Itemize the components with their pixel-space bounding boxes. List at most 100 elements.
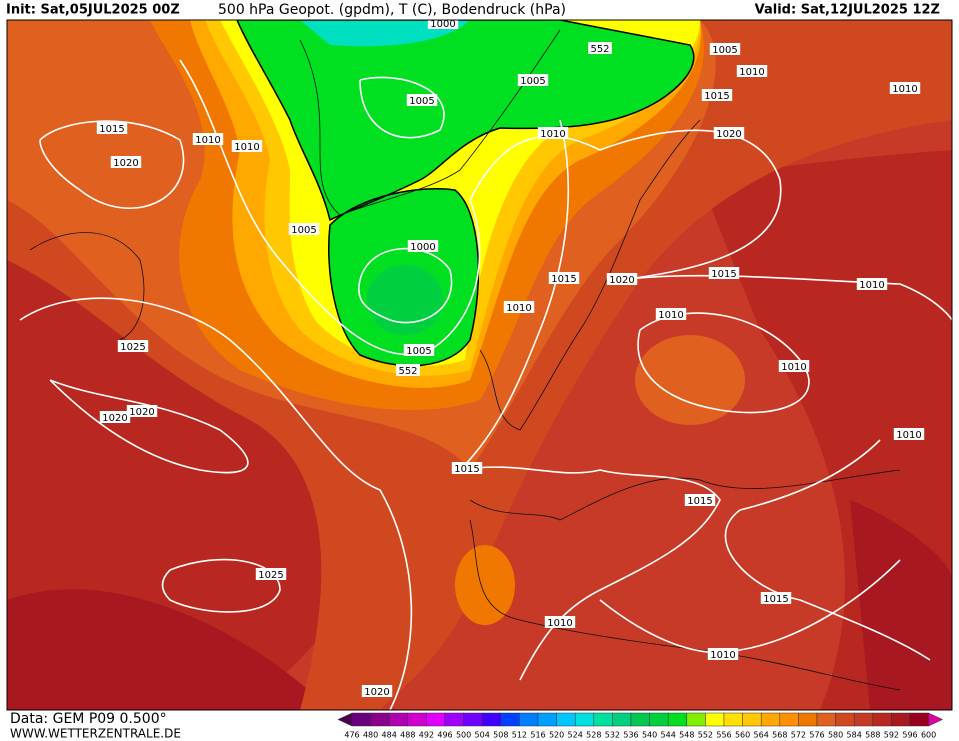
isobar	[49, 379, 249, 474]
temp-zone	[300, 20, 470, 47]
isobar-label: 1010	[537, 127, 569, 140]
legend-label: 600	[921, 731, 936, 740]
isobar-label: 1000	[427, 19, 459, 30]
isobar-label: 1005	[288, 223, 320, 236]
isobar-label: 1010	[192, 133, 224, 146]
isobar-label-text: 1025	[258, 570, 283, 581]
isobar-label-text: 1000	[430, 19, 455, 30]
temp-zone	[7, 589, 330, 710]
isobar-label: 1000	[407, 240, 439, 253]
legend-label: 484	[382, 731, 397, 740]
isobar	[619, 274, 952, 321]
isobar-label-text: 552	[398, 366, 417, 377]
legend-swatch	[481, 712, 502, 727]
temp-zone	[635, 335, 745, 425]
isobar-label: 1010	[655, 308, 687, 321]
legend-label: 504	[475, 731, 490, 740]
legend-swatch	[351, 712, 371, 727]
isobar-label: 1005	[517, 74, 549, 87]
isobar-label-box	[503, 301, 535, 313]
isobar-label: 1005	[406, 94, 438, 107]
isobar-label-text: 1015	[763, 594, 788, 605]
legend-swatch	[779, 712, 799, 727]
legend-swatch	[816, 712, 836, 727]
legend-label: 528	[586, 731, 601, 740]
isobar-label: 1010	[893, 428, 925, 441]
legend-label: 572	[791, 731, 806, 740]
isobar-label-box	[403, 344, 435, 356]
isobar-label: 1020	[606, 273, 638, 286]
temp-zone	[455, 545, 515, 625]
isobar	[39, 120, 185, 209]
isobar-label-text: 1020	[102, 413, 127, 424]
isobar-label-text: 1015	[99, 124, 124, 135]
isobar-label: 1025	[117, 340, 149, 353]
isobar	[599, 559, 901, 654]
isobar-label: 1005	[403, 344, 435, 357]
legend-label: 548	[679, 731, 694, 740]
legend-swatch	[593, 712, 613, 727]
isobar-label-box	[451, 462, 483, 474]
isobar-label: 1015	[708, 267, 740, 280]
legend-label: 596	[902, 731, 917, 740]
legend-label: 532	[605, 731, 620, 740]
isobar	[359, 76, 445, 139]
isobar-label: 1020	[99, 411, 131, 424]
isobar-label-box	[856, 278, 888, 290]
isobar-label-text: 1015	[687, 496, 712, 507]
legend-label: 568	[772, 731, 787, 740]
isobar-label: 1025	[255, 568, 287, 581]
legend-swatch	[612, 712, 632, 727]
color-legend: 476 480 484 488 492 496 500 504 508 512 516 520 524 5…	[337, 712, 944, 740]
isobar-label: 1010	[856, 278, 888, 291]
temp-zone	[237, 20, 694, 220]
isobar-label: 552	[588, 42, 612, 55]
isobar-label-text: 1005	[712, 45, 737, 56]
isobar-label: 1015	[548, 272, 580, 285]
isobar-label-text: 552	[590, 44, 609, 55]
legend-label: 584	[847, 731, 862, 740]
isobar-label-box	[655, 308, 687, 320]
isobar-label: 1015	[96, 122, 128, 135]
legend-swatch	[574, 712, 595, 727]
coastline	[29, 232, 145, 341]
legend-label: 544	[661, 731, 676, 740]
isobar-label-box	[588, 42, 612, 54]
isobar-label-text: 1005	[409, 96, 434, 107]
isobar-labels: 1000100510105521005101510101005101510101…	[96, 19, 925, 698]
legend-swatch	[909, 712, 929, 727]
isobar-label-text: 1000	[410, 242, 435, 253]
isobar-label: 1020	[713, 127, 745, 140]
isobar-label-box	[778, 360, 810, 372]
isobar-label-box	[427, 20, 459, 29]
isobar-label-box	[117, 340, 149, 352]
legend-swatch	[463, 712, 483, 727]
isobar-label-text: 1010	[739, 67, 764, 78]
isobar-label-text: 1020	[129, 407, 154, 418]
map-frame	[6, 19, 953, 711]
isobar-label-box	[126, 405, 158, 417]
isobar-label-text: 1025	[120, 342, 145, 353]
isobar-label-box	[396, 364, 420, 376]
coastline	[469, 519, 901, 691]
isobar-label-text: 1005	[291, 225, 316, 236]
isobar-label-box	[548, 272, 580, 284]
isobar-label-box	[606, 273, 638, 285]
isobar-label: 1015	[701, 89, 733, 102]
isobar-label: 1020	[126, 405, 158, 418]
isobar-label: 1010	[231, 140, 263, 153]
legend-swatch	[500, 712, 520, 727]
map: 1000100510105521005101510101005101510101…	[7, 19, 952, 710]
isobar-label-text: 1010	[547, 618, 572, 629]
isobar-label-box	[707, 648, 739, 660]
legend-swatch	[853, 712, 874, 727]
legend-swatch	[705, 712, 725, 727]
isobar-label: 1015	[684, 494, 716, 507]
legend-swatch	[556, 712, 576, 727]
isobar-label-text: 1020	[364, 687, 389, 698]
legend-label: 540	[642, 731, 657, 740]
isobar-label-box	[96, 122, 128, 134]
legend-label: 588	[865, 731, 880, 740]
isobar-label-box	[192, 133, 224, 145]
